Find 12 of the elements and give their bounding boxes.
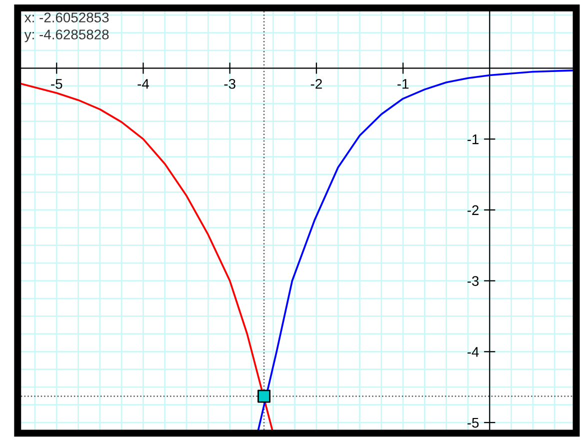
x-tick-label: -2	[310, 78, 322, 89]
annotation: x: -2.6052853	[24, 12, 109, 22]
y-tick-label: -3	[467, 276, 479, 286]
annotation: y: -4.6285828	[24, 30, 109, 42]
y-tick-label: -1	[467, 134, 479, 144]
x-tick-label: -3	[224, 78, 236, 89]
x-tick-label: -5	[51, 79, 62, 89]
y-tick-label: -4	[467, 347, 479, 357]
y-tick-label: -2	[467, 205, 479, 215]
y-tick-label: -5	[467, 418, 479, 428]
x-tick-label: -1	[397, 79, 409, 89]
x-tick-label: -4	[138, 79, 149, 89]
